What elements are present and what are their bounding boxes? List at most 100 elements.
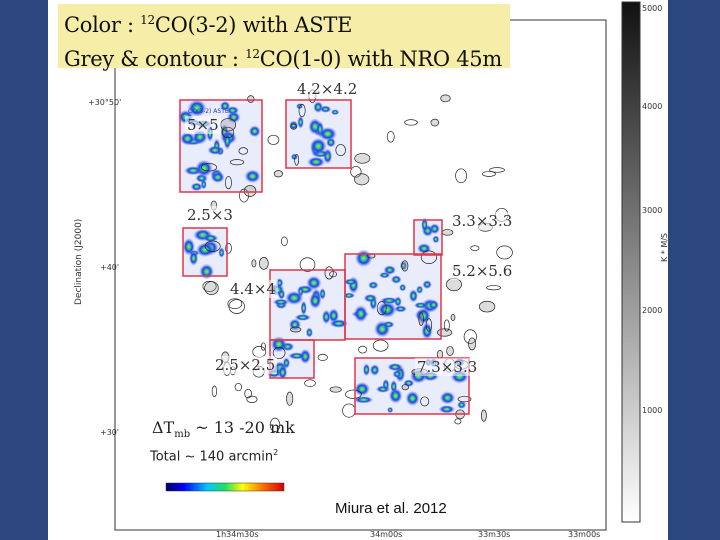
region-label-2.5x3: 2.5×3 xyxy=(185,206,235,224)
colorbar-tick: 2000 xyxy=(642,306,663,315)
colorbar-label: K * M/S xyxy=(660,232,668,262)
emission-clump xyxy=(413,301,428,309)
emission-clump xyxy=(382,378,390,391)
emission-clump xyxy=(394,296,402,308)
emission-clump xyxy=(390,275,402,284)
emission-clump xyxy=(272,298,290,306)
dec-tick: +30°50' xyxy=(88,98,122,107)
emission-clump xyxy=(408,289,419,303)
emission-clump xyxy=(405,390,420,407)
emission-clump xyxy=(187,99,207,118)
region-label-5.2x5.6: 5.2×5.6 xyxy=(450,262,515,280)
emission-clump xyxy=(294,313,312,321)
emission-clump xyxy=(421,217,429,233)
emission-clump xyxy=(219,100,231,112)
co10-contour xyxy=(204,281,219,295)
co10-contour xyxy=(238,147,249,155)
emission-layer xyxy=(177,89,513,432)
emission-clump xyxy=(353,304,368,323)
co10-contour xyxy=(454,418,462,425)
title-box: Color : 12CO(3-2) with ASTE Grey & conto… xyxy=(58,4,510,71)
emission-clump xyxy=(309,137,327,155)
co10-contour xyxy=(425,318,433,332)
emission-clump xyxy=(369,364,380,376)
emission-clump xyxy=(343,278,359,286)
emission-clump xyxy=(390,379,398,394)
co10-contour xyxy=(445,277,462,292)
co10-contour xyxy=(481,409,487,422)
region-label-2.5x2.5: 2.5×2.5 xyxy=(213,356,278,374)
emission-clump xyxy=(190,182,203,192)
ra-tick: 34m00s xyxy=(370,530,403,539)
co10-contour xyxy=(401,384,409,391)
co10-contour xyxy=(272,346,286,359)
co10-contour xyxy=(496,245,513,260)
emission-clump xyxy=(200,179,207,190)
co10-contour xyxy=(463,329,477,344)
co10-contour xyxy=(220,118,237,132)
emission-clump xyxy=(342,292,356,299)
dec-tick: +30' xyxy=(100,428,120,437)
region-box-4.2x4.2 xyxy=(285,99,352,169)
co10-contour xyxy=(229,159,245,166)
co10-contour xyxy=(354,173,370,186)
co10-contour xyxy=(267,134,280,145)
co10-contour xyxy=(204,240,221,252)
emission-clump xyxy=(308,292,322,309)
ra-tick: 33m00s xyxy=(568,530,601,539)
grey-colorbar xyxy=(621,1,641,523)
co10-contour xyxy=(404,119,418,126)
co10-contour xyxy=(372,339,389,352)
ra-tick: 1h34m30s xyxy=(216,530,259,539)
co10-contour xyxy=(420,396,430,407)
co10-contour xyxy=(244,388,252,399)
co10-contour xyxy=(329,386,342,393)
emission-clump xyxy=(457,400,467,409)
region-label-4.2x4.2: 4.2×4.2 xyxy=(295,80,360,98)
co10-contour xyxy=(286,391,294,406)
co10-contour xyxy=(401,260,409,272)
co10-contour xyxy=(446,346,454,356)
co10-contour xyxy=(227,298,243,310)
emission-clump xyxy=(202,234,219,243)
emission-clump xyxy=(319,105,332,113)
emission-clump xyxy=(195,242,215,258)
emission-clump xyxy=(428,299,439,310)
map-figure: Declination (J2000) +30°50' +40' +30' 1h… xyxy=(48,0,668,540)
co10-contour xyxy=(228,299,245,314)
co10-contour xyxy=(440,94,451,103)
co10-contour xyxy=(376,301,387,316)
emission-clump xyxy=(330,109,340,116)
co10-contour xyxy=(221,126,235,139)
co10-contour xyxy=(478,300,496,313)
emission-clump xyxy=(289,120,299,131)
emission-clump xyxy=(321,309,331,325)
co10-contour xyxy=(441,229,454,236)
y-axis-label: Declination (J2000) xyxy=(74,218,84,305)
emission-clump xyxy=(438,405,456,414)
region-box-5x5 xyxy=(179,99,263,193)
emission-clump xyxy=(387,362,403,372)
region-label-4.4x4: 4.4×4 xyxy=(228,280,278,298)
emission-clump xyxy=(394,305,408,313)
co10-contour xyxy=(259,256,269,270)
emission-clump xyxy=(287,352,306,360)
co10-contour xyxy=(273,170,283,178)
emission-clump xyxy=(432,235,440,244)
co10-contour xyxy=(335,144,346,157)
co10-contour xyxy=(246,395,258,403)
emission-clump xyxy=(183,166,203,176)
co10-contour xyxy=(299,257,316,272)
emission-clump xyxy=(218,247,225,258)
emission-clump xyxy=(179,131,196,146)
emission-clump xyxy=(416,285,424,294)
emission-clump xyxy=(362,363,371,377)
region-label-5x5: 5×5 xyxy=(185,116,221,134)
emission-clump xyxy=(377,301,397,318)
co10-contour xyxy=(468,337,477,351)
left-band xyxy=(0,0,48,540)
region-label-7.3x3.3: 7.3×3.3 xyxy=(415,358,480,376)
emission-clump xyxy=(383,265,397,275)
emission-clump xyxy=(439,391,456,405)
region-box-3.3x3.3 xyxy=(413,219,443,256)
